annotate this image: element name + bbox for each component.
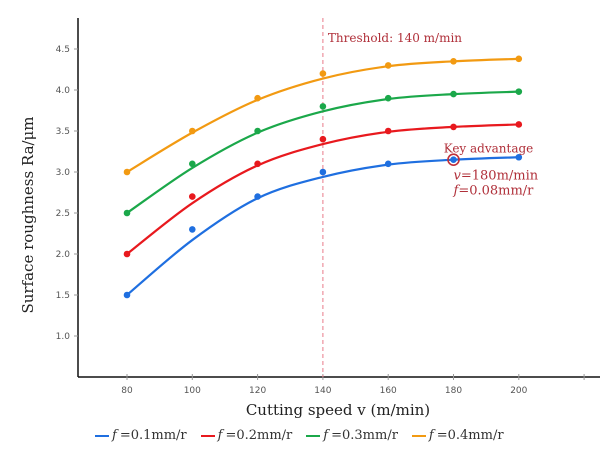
data-point: [515, 88, 523, 95]
y-tick-label: 4.5: [56, 45, 70, 55]
series-group: [123, 55, 523, 299]
legend: f =0.1mm/r f =0.2mm/r f =0.3mm/r f =0.4mm/r: [95, 428, 504, 443]
data-point: [254, 94, 261, 102]
legend-f-symbol: f: [217, 428, 223, 443]
legend-item: f =0.4mm/r: [411, 428, 504, 443]
data-point: [254, 193, 261, 200]
y-tick-label: 3.5: [56, 127, 70, 137]
threshold-label: Threshold: 140 m/min: [328, 31, 462, 45]
y-ticks: 1.0 1.5 2.0 2.5 3.0 3.5 4.0 4.5: [56, 45, 78, 342]
series-4: [123, 55, 523, 176]
data-point: [319, 103, 327, 110]
data-point: [515, 153, 523, 161]
x-tick-label: 120: [249, 386, 266, 396]
data-point: [254, 160, 261, 168]
key-speed-value: =180m/min: [461, 169, 539, 184]
data-point: [450, 123, 457, 131]
data-point: [515, 55, 523, 63]
key-advantage-feed: f=0.08mm/r: [453, 184, 535, 199]
legend-item: f =0.2mm/r: [200, 428, 293, 443]
key-feed-symbol: f: [453, 184, 461, 199]
data-point: [450, 156, 457, 163]
legend-swatch: [95, 434, 109, 437]
x-tick-label: 80: [121, 386, 133, 396]
data-point: [515, 121, 523, 128]
data-point: [384, 160, 392, 168]
y-tick-label: 2.0: [56, 250, 71, 260]
legend-f-symbol: f: [112, 428, 117, 443]
y-tick-label: 2.5: [56, 209, 70, 219]
data-point: [254, 127, 261, 135]
legend-item: f =0.3mm/r: [306, 428, 398, 443]
legend-label: =0.3mm/r: [331, 428, 398, 443]
data-point: [189, 193, 196, 200]
data-point: [189, 127, 196, 135]
data-point: [450, 90, 457, 98]
data-point: [384, 94, 392, 102]
legend-swatch: [306, 434, 321, 437]
key-advantage-marker: [447, 153, 460, 166]
legend-label: =0.1mm/r: [119, 428, 187, 443]
data-point: [384, 62, 392, 69]
data-point: [384, 127, 392, 135]
series-2: [123, 121, 523, 258]
y-tick-label: 3.0: [56, 168, 71, 178]
legend-item: f =0.1mm/r: [95, 428, 187, 443]
legend-swatch: [411, 434, 426, 437]
data-point: [319, 70, 327, 77]
key-feed-value: =0.08mm/r: [458, 184, 534, 199]
data-point: [319, 168, 327, 176]
key-advantage-speed: v=180m/min: [454, 169, 539, 184]
data-point: [123, 291, 131, 299]
series-3: [123, 88, 523, 217]
legend-f-symbol: f: [428, 428, 434, 443]
x-tick-label: 160: [380, 386, 397, 396]
axes: [77, 18, 600, 378]
x-axis-title: Cutting speed v (m/min): [246, 401, 430, 419]
x-tick-label: 100: [184, 386, 201, 396]
y-tick-label: 1.0: [56, 332, 71, 342]
x-tick-label: 200: [510, 386, 527, 396]
legend-label: =0.4mm/r: [436, 428, 504, 443]
key-speed-v: v: [454, 169, 462, 184]
legend-f-symbol: f: [323, 428, 329, 443]
data-point: [189, 160, 196, 168]
x-tick-label: 140: [314, 386, 331, 396]
data-point: [123, 250, 131, 258]
data-point: [123, 209, 131, 217]
legend-label: =0.2mm/r: [225, 428, 293, 443]
data-point: [319, 135, 327, 143]
y-tick-label: 4.0: [56, 86, 71, 96]
data-point: [123, 168, 131, 176]
data-point: [189, 226, 196, 233]
x-tick-label: 180: [445, 386, 462, 396]
legend-swatch: [200, 434, 215, 437]
x-ticks: 80 100 120 140 160 180 200: [121, 374, 585, 396]
series-1: [123, 153, 523, 299]
y-tick-label: 1.5: [56, 291, 70, 301]
y-axis-title: Surface roughness Ra/μm: [19, 116, 37, 313]
data-point: [450, 58, 457, 65]
key-advantage-title: Key advantage: [444, 142, 534, 156]
